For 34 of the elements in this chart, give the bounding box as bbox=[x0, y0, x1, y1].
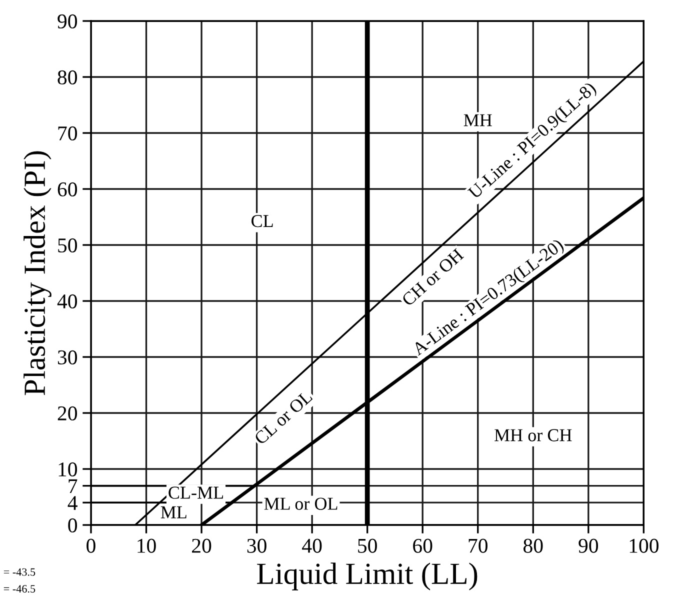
y-tick-label: 10 bbox=[58, 462, 77, 476]
x-tick-label: 100 bbox=[630, 538, 658, 553]
x-axis-title: Liquid Limit (LL) bbox=[257, 562, 478, 590]
y-tick-label: 30 bbox=[58, 350, 77, 364]
x-tick-label: 0 bbox=[86, 538, 96, 553]
y-tick-label: 70 bbox=[58, 126, 77, 140]
annotation: ML bbox=[160, 506, 186, 518]
y-tick-label: 40 bbox=[57, 294, 77, 308]
y-axis-title: Plasticity Index (PI) bbox=[24, 151, 52, 396]
y-tick-label: 50 bbox=[58, 238, 77, 252]
x-tick-label: 30 bbox=[247, 538, 266, 553]
annotation: MH or CH bbox=[494, 429, 572, 442]
annotation: MH bbox=[464, 114, 492, 126]
text: = -43.5 bbox=[4, 568, 36, 576]
x-tick-label: 20 bbox=[192, 538, 212, 553]
x-tick-label: 10 bbox=[138, 538, 156, 553]
annotation: CL bbox=[252, 214, 273, 228]
x-tick-label: 50 bbox=[358, 538, 377, 553]
x-tick-label: 80 bbox=[524, 538, 543, 553]
y-tick-label: 4 bbox=[68, 496, 78, 510]
text: = -46.5 bbox=[4, 585, 36, 593]
y-tick-label: 60 bbox=[58, 182, 77, 196]
y-tick-label: 20 bbox=[58, 406, 77, 420]
y-tick-label: 0 bbox=[68, 518, 77, 532]
x-tick-label: 60 bbox=[413, 538, 432, 553]
y-tick-label: 7 bbox=[68, 479, 78, 494]
x-tick-label: 90 bbox=[578, 538, 598, 553]
annotation: CL or OL bbox=[254, 390, 313, 446]
x-tick-label: 40 bbox=[302, 538, 322, 553]
y-tick-label: 80 bbox=[58, 70, 77, 84]
annotation: ML or OL bbox=[264, 498, 338, 510]
y-tick-label: 90 bbox=[58, 14, 77, 28]
annotation: CL-ML bbox=[168, 486, 223, 499]
x-tick-label: 70 bbox=[468, 538, 488, 553]
